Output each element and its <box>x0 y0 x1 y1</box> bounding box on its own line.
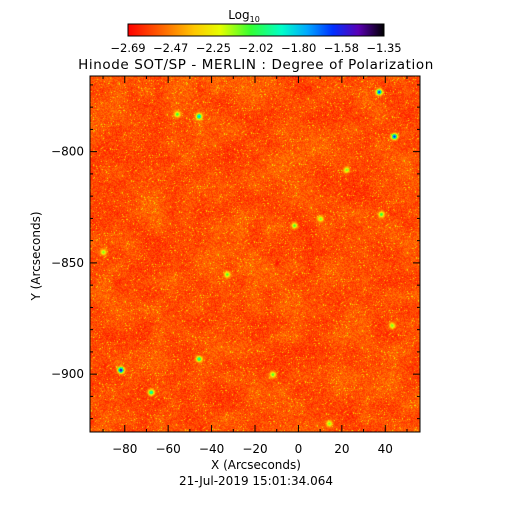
colorbar-label-base: Log <box>228 8 249 22</box>
colorbar-gradient <box>128 24 384 36</box>
colorbar-ticks: −2.69 −2.47 −2.25 −2.02 −1.80 −1.58 −1.35 <box>110 41 401 55</box>
colorbar-tick-label: −2.69 <box>110 41 145 55</box>
colorbar-tick-label: −1.58 <box>324 41 359 55</box>
colorbar-tick-label: −2.25 <box>196 41 231 55</box>
colorbar-tick-label: −2.02 <box>238 41 273 55</box>
x-axis-ticks: −80 −60 −40 −20 0 20 40 <box>102 76 408 456</box>
x-tick-label: 20 <box>334 442 349 456</box>
y-tick-label: −800 <box>51 145 84 159</box>
x-tick-label: 40 <box>378 442 393 456</box>
heatmap-canvas <box>90 76 420 432</box>
x-axis-label: X (Arcseconds) <box>211 458 301 472</box>
chart-title: Hinode SOT/SP - MERLIN : Degree of Polar… <box>78 57 434 73</box>
colorbar-label: Log10 <box>228 8 260 24</box>
colorbar: Log10 −2.69 −2.47 −2.25 −2.02 −1.80 −1.58 −1.3… <box>110 8 401 55</box>
x-tick-label: −60 <box>155 442 180 456</box>
timestamp: 21-Jul-2019 15:01:34.064 <box>179 474 333 488</box>
y-axis-ticks: −800 −850 −900 <box>51 84 420 420</box>
x-tick-label: −80 <box>112 442 137 456</box>
x-tick-label: 0 <box>295 442 303 456</box>
colorbar-frame <box>127 23 385 37</box>
colorbar-label-subscript: 10 <box>250 15 260 24</box>
y-tick-label: −850 <box>51 256 84 270</box>
y-axis-label: Y (Arcseconds) <box>29 211 43 301</box>
colorbar-tick-label: −2.47 <box>153 41 188 55</box>
y-tick-label: −900 <box>51 367 84 381</box>
x-tick-label: −40 <box>199 442 224 456</box>
colorbar-tick-label: −1.35 <box>366 41 401 55</box>
colorbar-tick-label: −1.80 <box>281 41 316 55</box>
x-tick-label: −20 <box>242 442 267 456</box>
heatmap-image <box>90 76 420 432</box>
